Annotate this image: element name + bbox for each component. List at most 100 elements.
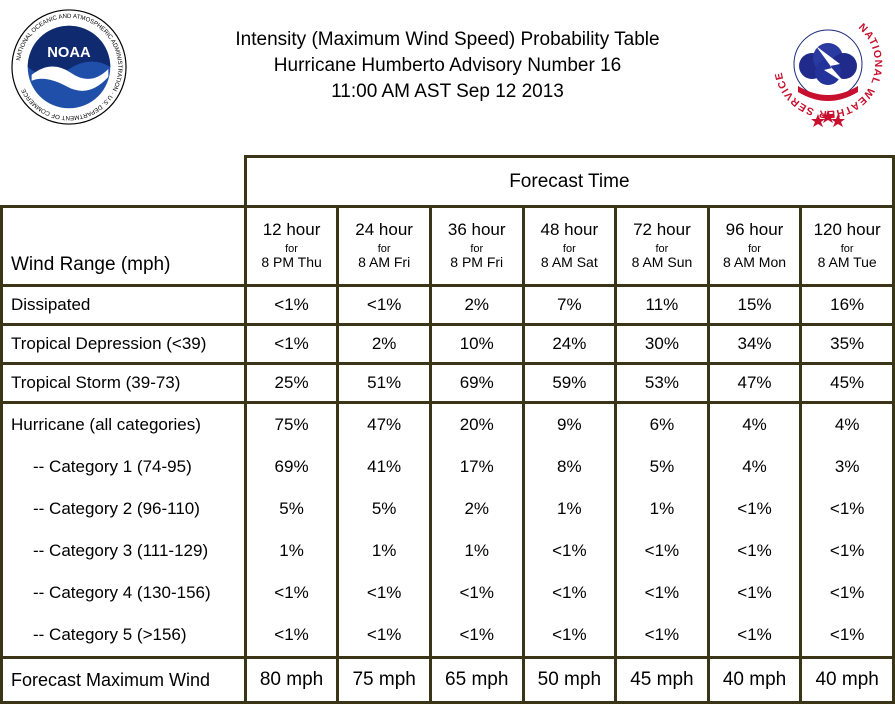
probability-cell: <1% bbox=[521, 572, 618, 614]
probability-cell: 40 mph bbox=[706, 656, 803, 704]
row-label: -- Category 5 (>156) bbox=[0, 614, 247, 659]
star-icon bbox=[811, 110, 845, 127]
column-hour: 72 hour bbox=[633, 220, 691, 240]
probability-cell: 41% bbox=[336, 446, 432, 488]
probability-cell: 24% bbox=[521, 323, 618, 365]
probability-cell: <1% bbox=[799, 530, 895, 572]
probability-cell: 1% bbox=[521, 488, 618, 530]
probability-cell: <1% bbox=[799, 572, 895, 614]
probability-table: Forecast Time Wind Range (mph) 12 hour fo… bbox=[0, 155, 895, 704]
column-header: 12 hour for 8 PM Thu bbox=[243, 205, 340, 287]
column-for-label: for bbox=[470, 243, 484, 256]
column-header: 24 hour for 8 AM Fri bbox=[336, 205, 432, 287]
probability-cell: 1% bbox=[614, 488, 710, 530]
probability-cell: <1% bbox=[521, 530, 618, 572]
probability-cell: <1% bbox=[243, 572, 340, 614]
probability-cell: 3% bbox=[799, 446, 895, 488]
probability-cell: 1% bbox=[428, 530, 525, 572]
column-header: 36 hour for 8 PM Fri bbox=[428, 205, 525, 287]
probability-cell: 40 mph bbox=[799, 656, 895, 704]
probability-cell: <1% bbox=[799, 488, 895, 530]
probability-cell: 7% bbox=[521, 284, 618, 326]
probability-cell: 8% bbox=[521, 446, 618, 488]
probability-cell: 4% bbox=[706, 401, 803, 446]
probability-cell: <1% bbox=[706, 488, 803, 530]
probability-cell: 6% bbox=[614, 401, 710, 446]
probability-cell: 4% bbox=[706, 446, 803, 488]
column-header: 48 hour for 8 AM Sat bbox=[521, 205, 618, 287]
probability-cell: <1% bbox=[799, 614, 895, 659]
probability-cell: 2% bbox=[428, 284, 525, 326]
column-hour: 48 hour bbox=[540, 220, 599, 240]
column-valid-time: 8 PM Fri bbox=[450, 254, 504, 271]
row-label: -- Category 4 (130-156) bbox=[0, 572, 247, 614]
probability-cell: 45% bbox=[799, 362, 895, 404]
title-line-3: 11:00 AM AST Sep 12 2013 bbox=[331, 81, 564, 102]
probability-cell: 50 mph bbox=[521, 656, 618, 704]
probability-cell: 51% bbox=[336, 362, 432, 404]
probability-cell: <1% bbox=[336, 614, 432, 659]
probability-cell: <1% bbox=[706, 614, 803, 659]
probability-cell: 35% bbox=[799, 323, 895, 365]
probability-cell: 25% bbox=[243, 362, 340, 404]
probability-cell: <1% bbox=[614, 614, 710, 659]
probability-cell: 30% bbox=[614, 323, 710, 365]
column-valid-time: 8 PM Thu bbox=[261, 254, 322, 271]
column-for-label: for bbox=[840, 243, 854, 256]
column-for-label: for bbox=[285, 243, 298, 256]
probability-cell: 11% bbox=[614, 284, 710, 326]
row-label: -- Category 3 (111-129) bbox=[0, 530, 247, 572]
probability-cell: 5% bbox=[614, 446, 710, 488]
probability-cell: 65 mph bbox=[428, 656, 525, 704]
probability-cell: 2% bbox=[336, 323, 432, 365]
lightning-icon bbox=[816, 46, 846, 84]
column-valid-time: 8 AM Mon bbox=[723, 254, 787, 271]
nws-logo: NATIONAL WEATHER SERVICE bbox=[771, 7, 885, 127]
probability-cell: <1% bbox=[336, 284, 432, 326]
row-label: -- Category 2 (96-110) bbox=[0, 488, 247, 530]
probability-cell: <1% bbox=[243, 284, 340, 326]
row-label: Forecast Maximum Wind bbox=[0, 656, 247, 704]
title-line-2: Hurricane Humberto Advisory Number 16 bbox=[273, 55, 622, 76]
column-valid-time: 8 AM Sun bbox=[631, 254, 693, 271]
probability-cell: <1% bbox=[428, 572, 525, 614]
column-hour: 120 hour bbox=[813, 220, 881, 240]
wind-range-header: Wind Range (mph) bbox=[0, 205, 247, 287]
table-row: Hurricane (all categories) 75% 47% 20% 9% 6% 4… bbox=[0, 401, 895, 446]
probability-cell: <1% bbox=[336, 572, 432, 614]
probability-cell: <1% bbox=[614, 530, 710, 572]
row-label: Dissipated bbox=[0, 284, 247, 326]
column-header: 72 hour for 8 AM Sun bbox=[614, 205, 710, 287]
column-header: 96 hour for 8 AM Mon bbox=[706, 205, 803, 287]
probability-cell: 47% bbox=[336, 401, 432, 446]
row-label: Tropical Storm (39-73) bbox=[0, 362, 247, 404]
probability-cell: 5% bbox=[336, 488, 432, 530]
column-for-label: for bbox=[377, 243, 391, 256]
probability-cell: 20% bbox=[428, 401, 525, 446]
probability-cell: 69% bbox=[243, 446, 340, 488]
table-row: Tropical Storm (39-73) 25% 51% 69% 59% 53% 47%… bbox=[0, 362, 895, 404]
probability-cell: 5% bbox=[243, 488, 340, 530]
probability-cell: <1% bbox=[428, 614, 525, 659]
probability-cell: 9% bbox=[521, 401, 618, 446]
probability-cell: 16% bbox=[799, 284, 895, 326]
row-label: Hurricane (all categories) bbox=[0, 401, 247, 446]
title-line-1: Intensity (Maximum Wind Speed) Probabili… bbox=[235, 29, 660, 50]
row-label: Tropical Depression (<39) bbox=[0, 323, 247, 365]
probability-cell: <1% bbox=[243, 323, 340, 365]
table-row: -- Category 5 (>156) <1% <1% <1% <1% <1% <1% <1… bbox=[0, 614, 895, 659]
noaa-logo: NOAA NATIONAL OCEANIC AND ATMOSPHERIC AD… bbox=[11, 9, 127, 125]
column-hour: 24 hour bbox=[355, 220, 413, 240]
probability-cell: 34% bbox=[706, 323, 803, 365]
row-label: -- Category 1 (74-95) bbox=[0, 446, 247, 488]
forecast-time-header: Forecast Time bbox=[243, 155, 895, 208]
table-row: -- Category 4 (130-156) <1% <1% <1% <1% <1% <1… bbox=[0, 572, 895, 614]
column-for-label: for bbox=[655, 243, 669, 256]
probability-cell: 15% bbox=[706, 284, 803, 326]
column-for-label: for bbox=[748, 243, 761, 256]
probability-cell: 75 mph bbox=[336, 656, 432, 704]
column-for-label: for bbox=[562, 243, 576, 256]
column-hour: 96 hour bbox=[725, 220, 784, 240]
probability-cell: 53% bbox=[614, 362, 710, 404]
probability-cell: <1% bbox=[521, 614, 618, 659]
